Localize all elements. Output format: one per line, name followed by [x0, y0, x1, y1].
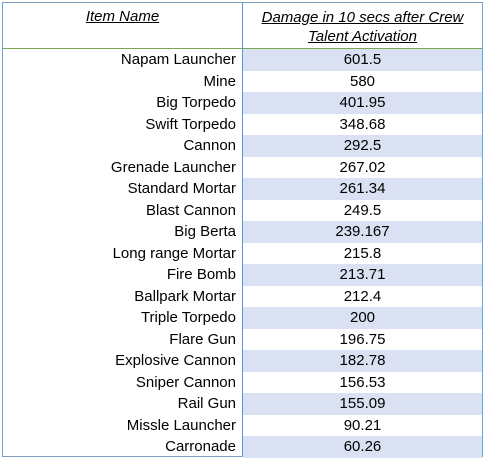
table-body: Napam Launcher 601.5 Mine 580 Big Torpedo 401… — [3, 49, 482, 458]
table-row: Rail Gun 155.09 — [3, 393, 482, 415]
item-name-cell[interactable]: Long range Mortar — [112, 244, 236, 262]
item-name-cell[interactable]: Ballpark Mortar — [134, 287, 236, 305]
damage-value-cell[interactable]: 580 — [243, 70, 482, 92]
damage-value-cell[interactable]: 212.4 — [243, 285, 482, 307]
item-name-cell[interactable]: Triple Torpedo — [140, 309, 236, 326]
damage-value-cell[interactable]: 156.53 — [243, 371, 482, 393]
item-name-cell[interactable]: Napam Launcher — [120, 51, 236, 68]
header-item-name[interactable]: Item Name — [85, 8, 160, 25]
damage-value-cell[interactable]: 196.75 — [243, 328, 482, 350]
table-header: Item Name Damage in 10 secs after Crew T… — [3, 3, 482, 49]
table-row: Napam Launcher 601.5 — [3, 49, 482, 71]
table-row: Mine 580 — [3, 70, 482, 92]
damage-value-cell[interactable]: 348.68 — [243, 113, 482, 135]
damage-value-cell[interactable]: 215.8 — [243, 242, 482, 264]
item-name-cell[interactable]: Explosive Cannon — [115, 352, 236, 369]
table-row: Cannon 292.5 — [3, 135, 482, 157]
header-damage[interactable]: Damage in 10 secs after Crew Talent Acti… — [243, 8, 482, 46]
damage-value-cell[interactable]: 200 — [243, 307, 482, 329]
table-row: Missle Launcher 90.21 — [3, 414, 482, 436]
item-name-cell[interactable]: Grenade Launcher — [110, 158, 236, 176]
damage-value-cell[interactable]: 182.78 — [243, 350, 482, 372]
item-name-cell[interactable]: Cannon — [183, 137, 236, 154]
item-name-cell[interactable]: Rail Gun — [177, 395, 236, 412]
table-row: Standard Mortar 261.34 — [3, 178, 482, 200]
damage-value-cell[interactable]: 261.34 — [243, 178, 482, 200]
item-name-cell[interactable]: Missle Launcher — [126, 416, 236, 434]
item-name-cell[interactable]: Mine — [203, 72, 236, 90]
table-row: Grenade Launcher 267.02 — [3, 156, 482, 178]
damage-value-cell[interactable]: 239.167 — [243, 221, 482, 243]
header-damage-line2: Talent Activation — [308, 28, 417, 45]
damage-value-cell[interactable]: 267.02 — [243, 156, 482, 178]
item-name-cell[interactable]: Big Berta — [174, 223, 236, 240]
table-row: Fire Bomb 213.71 — [3, 264, 482, 286]
damage-value-cell[interactable]: 60.26 — [243, 436, 482, 458]
table-row: Blast Cannon 249.5 — [3, 199, 482, 221]
damage-value-cell[interactable]: 401.95 — [243, 92, 482, 114]
table-row: Sniper Cannon 156.53 — [3, 371, 482, 393]
table-row: Long range Mortar 215.8 — [3, 242, 482, 264]
item-name-cell[interactable]: Carronade — [165, 438, 236, 455]
damage-value-cell[interactable]: 155.09 — [243, 393, 482, 415]
item-name-cell[interactable]: Flare Gun — [169, 330, 236, 348]
table-row: Big Torpedo 401.95 — [3, 92, 482, 114]
table-row: Swift Torpedo 348.68 — [3, 113, 482, 135]
damage-value-cell[interactable]: 249.5 — [243, 199, 482, 221]
item-name-cell[interactable]: Swift Torpedo — [145, 115, 236, 133]
table-row: Explosive Cannon 182.78 — [3, 350, 482, 372]
damage-value-cell[interactable]: 601.5 — [243, 49, 482, 71]
damage-value-cell[interactable]: 90.21 — [243, 414, 482, 436]
header-damage-line1: Damage in 10 secs after Crew — [261, 9, 464, 26]
item-name-cell[interactable]: Blast Cannon — [145, 201, 236, 219]
table-row: Triple Torpedo 200 — [3, 307, 482, 329]
table-row: Big Berta 239.167 — [3, 221, 482, 243]
table-row: Carronade 60.26 — [3, 436, 482, 458]
item-name-cell[interactable]: Big Torpedo — [156, 94, 236, 111]
item-name-cell[interactable]: Standard Mortar — [127, 180, 236, 197]
damage-value-cell[interactable]: 292.5 — [243, 135, 482, 157]
column-divider — [242, 3, 243, 456]
item-name-cell[interactable]: Sniper Cannon — [135, 373, 236, 391]
damage-value-cell[interactable]: 213.71 — [243, 264, 482, 286]
item-name-cell[interactable]: Fire Bomb — [166, 266, 236, 283]
table-row: Flare Gun 196.75 — [3, 328, 482, 350]
table-row: Ballpark Mortar 212.4 — [3, 285, 482, 307]
